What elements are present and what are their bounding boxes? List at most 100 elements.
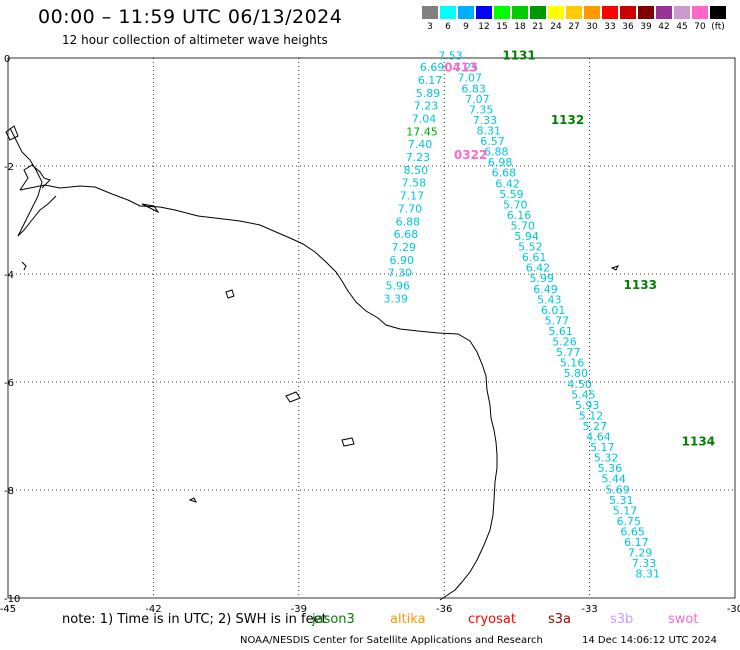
wave-height-value: 5.17 — [613, 504, 638, 517]
wave-height-value: 6.88 — [396, 215, 421, 228]
pass-number-label: 1132 — [551, 113, 584, 127]
wave-height-value: 5.17 — [590, 441, 615, 454]
colorbar-label: 9 — [463, 22, 469, 32]
wave-height-value: 7.33 — [473, 114, 498, 127]
wave-height-value: 8.31 — [636, 568, 661, 581]
wave-height-value: 6.01 — [541, 304, 566, 317]
wave-height-value: 7.04 — [412, 113, 437, 126]
colorbar-swatch — [620, 6, 636, 19]
island-2 — [285, 391, 301, 403]
colorbar-label: 45 — [676, 22, 688, 32]
mission-label: s3a — [548, 612, 572, 627]
y-tick-label: 0 — [4, 54, 10, 65]
wave-height-value: 5.32 — [594, 452, 619, 465]
wave-height-value: 5.61 — [548, 325, 573, 338]
colorbar-swatch — [476, 6, 492, 19]
wave-height-value: 6.42 — [526, 262, 551, 275]
coastline-north — [5, 125, 19, 141]
wave-height-value: 5.27 — [582, 420, 607, 433]
wave-height-value: 5.96 — [386, 279, 411, 292]
wave-height-value: 5.59 — [499, 188, 524, 201]
colorbar-label: 3 — [427, 22, 433, 32]
x-tick-label: -42 — [145, 604, 161, 615]
wave-height-value: 7.07 — [465, 93, 490, 106]
colorbar-label: 18 — [514, 22, 526, 32]
x-tick-label: -39 — [291, 604, 307, 615]
island-west — [21, 261, 27, 271]
y-tick-label: -4 — [4, 270, 14, 281]
island-marajo — [141, 203, 160, 214]
colorbar-swatch — [422, 6, 438, 19]
colorbar-label: 33 — [604, 22, 616, 32]
mainland-coastline — [19, 184, 498, 601]
pass-number-label: 1131 — [502, 48, 535, 62]
colorbar-swatch — [710, 6, 726, 19]
wave-height-value: 6.65 — [620, 525, 645, 538]
x-tick-label: -33 — [581, 604, 597, 615]
wave-height-value: 5.77 — [545, 314, 570, 327]
wave-height-value: 5.89 — [416, 87, 441, 100]
wave-height-value: 5.44 — [601, 473, 626, 486]
map-frame — [7, 57, 736, 599]
x-tick-label: -45 — [0, 604, 16, 615]
wave-height-value: 5.16 — [560, 357, 585, 370]
wave-height-value: 8.50 — [404, 164, 429, 177]
wave-height-value: 5.26 — [552, 336, 577, 349]
colorbar-label: 70 — [694, 22, 706, 32]
wave-height-value: 4.50 — [567, 378, 592, 391]
wave-height-value: 5.43 — [537, 293, 562, 306]
x-tick-label: -30 — [727, 604, 740, 615]
colorbar-swatch — [656, 6, 672, 19]
colorbar-label: 36 — [622, 22, 634, 32]
wave-height-value: 7.70 — [398, 202, 423, 215]
wave-height-value: 6.75 — [617, 515, 642, 528]
colorbar-swatch — [692, 6, 708, 19]
colorbar-swatch — [584, 6, 600, 19]
colorbar-swatch — [512, 6, 528, 19]
wave-height-value: 6.88 — [484, 146, 509, 159]
pass-number-label: 1134 — [682, 434, 715, 448]
y-tick-label: -8 — [4, 486, 14, 497]
colorbar-swatch — [530, 6, 546, 19]
wave-height-value: 6.68 — [394, 228, 419, 241]
wave-height-value: 5.69 — [605, 483, 630, 496]
mission-label: swot — [668, 612, 699, 627]
wave-height-value: 5.94 — [514, 230, 539, 243]
wave-height-value: 6.17 — [624, 536, 649, 549]
wave-height-value: 7.33 — [632, 557, 657, 570]
map-subtitle: 12 hour collection of altimeter wave hei… — [62, 33, 328, 47]
generated-timestamp: 14 Dec 14:06:12 UTC 2024 — [582, 635, 717, 646]
coastline-bay — [19, 164, 51, 191]
track-labels: 1131 1132 1133 1134 0413 0322 — [444, 48, 715, 448]
mission-label: s3b — [610, 612, 634, 627]
island-4 — [188, 497, 197, 503]
wave-height-value: 7.29 — [628, 547, 653, 560]
colorbar-swatch — [566, 6, 582, 19]
wave-height-value: 7.35 — [469, 103, 494, 116]
pass-number-label: 1133 — [624, 278, 657, 292]
wave-height-value: 5.70 — [503, 198, 528, 211]
wave-height-value: 7.23 — [414, 100, 439, 113]
y-tick-label: -6 — [4, 378, 14, 389]
colorbar-swatch — [548, 6, 564, 19]
wave-height-value: 7.29 — [392, 241, 417, 254]
colorbar-swatch — [494, 6, 510, 19]
wave-height-value: 6.68 — [492, 167, 517, 180]
colorbar-label: 39 — [640, 22, 652, 32]
colorbar-swatch — [440, 6, 456, 19]
wave-height-value: 5.93 — [575, 399, 600, 412]
colorbar-label: 15 — [496, 22, 508, 32]
colorbar-label: 21 — [532, 22, 544, 32]
wave-height-value: 7.25 — [454, 61, 479, 74]
wave-height-value: 5.31 — [609, 494, 634, 507]
wave-height-value: 6.61 — [522, 251, 547, 264]
x-tick-label: -36 — [436, 604, 452, 615]
colorbar-swatch — [674, 6, 690, 19]
y-tick-label: -10 — [4, 594, 20, 605]
wave-height-value: 5.70 — [511, 219, 536, 232]
island-3 — [341, 437, 355, 447]
wave-height-value: 17.45 — [406, 125, 438, 138]
footer-note: note: 1) Time is in UTC; 2) SWH is in fe… — [62, 612, 327, 627]
map-title: 00:00 – 11:59 UTC 06/13/2024 — [38, 6, 343, 28]
